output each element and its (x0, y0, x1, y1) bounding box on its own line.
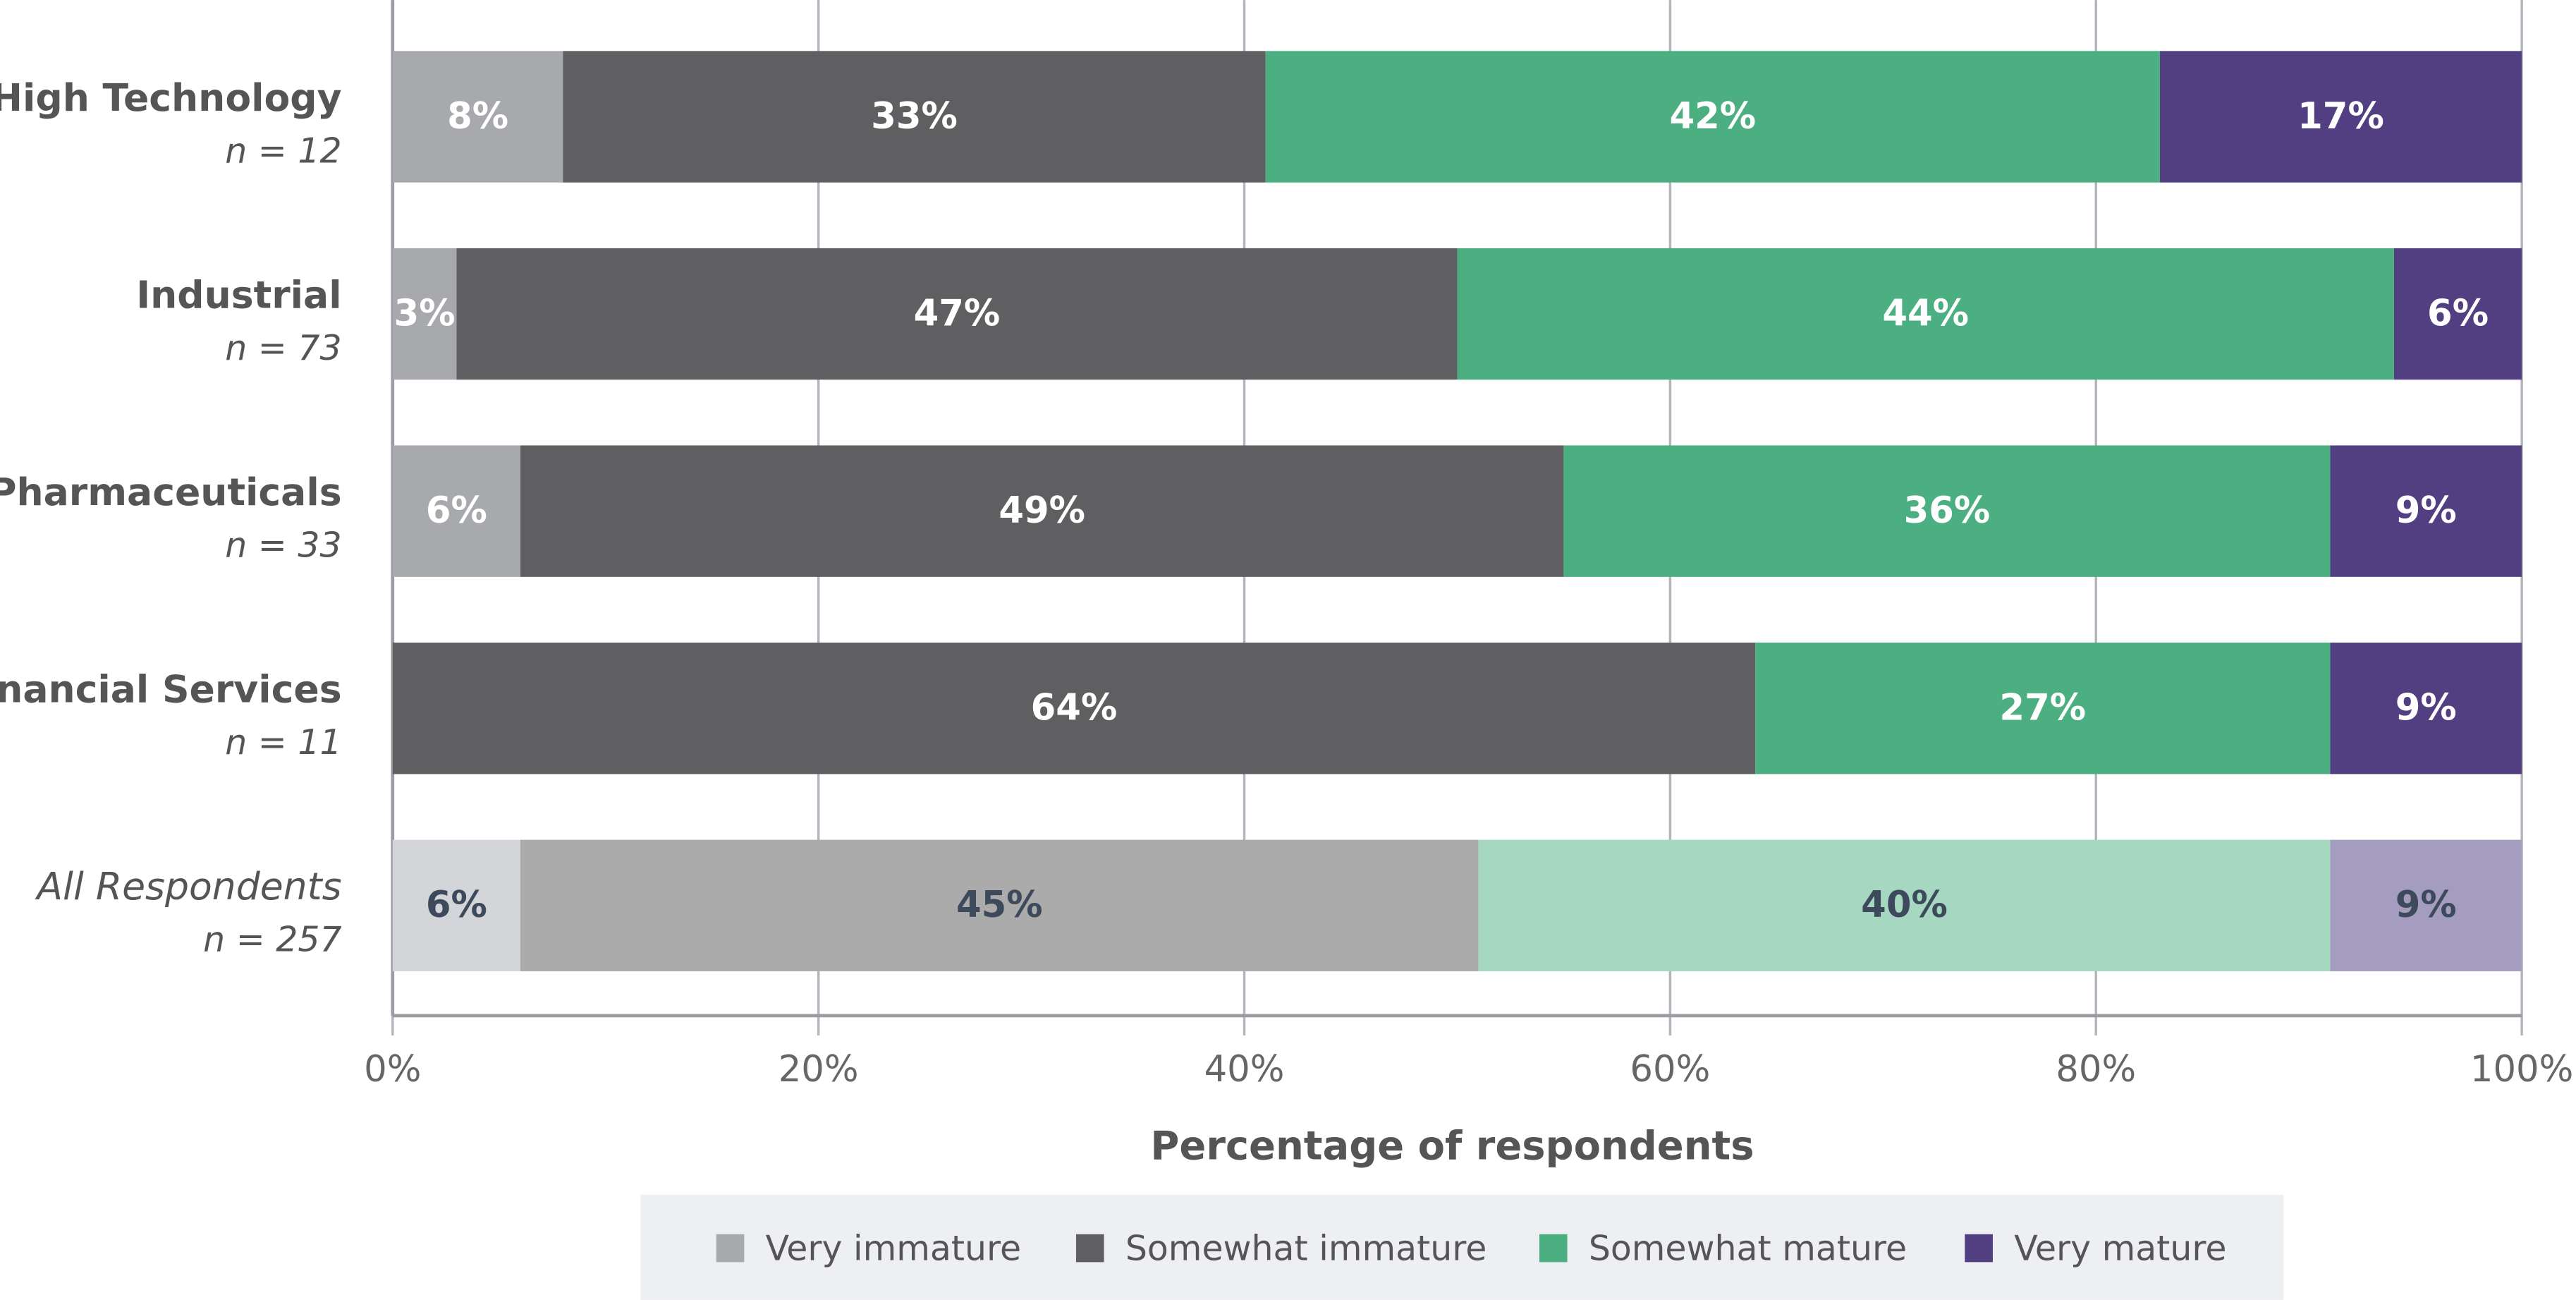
x-tick-label: 60% (1630, 1048, 1710, 1091)
bar-segment (2330, 643, 2522, 774)
data-label: 49% (999, 490, 1085, 532)
sample-size-label: n = 12 (225, 130, 341, 171)
x-axis-title: Percentage of respondents (1150, 1124, 1754, 1170)
bar-segment (2330, 839, 2522, 971)
x-tick-label: 0% (364, 1048, 421, 1091)
sample-size-label: n = 257 (203, 920, 341, 960)
bar-segment (2393, 248, 2522, 380)
data-label: 45% (956, 884, 1043, 926)
bar-segment (1755, 643, 2331, 774)
bar-segment (456, 248, 1458, 380)
bar-segment (2159, 51, 2522, 183)
bar-segment (1478, 839, 2331, 971)
bar-segment (392, 839, 520, 971)
data-label: 42% (1669, 95, 1756, 138)
bar-segment (392, 248, 457, 380)
data-label: 64% (1031, 687, 1118, 729)
x-tick-label: 40% (1204, 1048, 1285, 1091)
bar-segment (2330, 445, 2522, 577)
legend-swatch (1539, 1234, 1568, 1263)
bar-segment (1265, 51, 2160, 183)
category-label: High Technology (0, 75, 342, 120)
legend-swatch (1965, 1234, 1993, 1263)
legend-label: Very mature (2014, 1229, 2226, 1269)
legend-swatch (1075, 1234, 1104, 1263)
legend-box (640, 1194, 2284, 1300)
bar-segment (520, 445, 1564, 577)
legend-label: Very immature (766, 1229, 1021, 1269)
data-label: 9% (2395, 884, 2457, 926)
bar-segment (1563, 445, 2331, 577)
data-label: 6% (2427, 292, 2489, 334)
category-label: All Respondents (35, 864, 341, 909)
data-label: 6% (426, 884, 487, 926)
legend-label: Somewhat immature (1125, 1229, 1487, 1269)
legend-label: Somewhat mature (1589, 1229, 1907, 1269)
data-label: 36% (1904, 490, 1991, 532)
sample-size-label: n = 33 (225, 525, 341, 565)
bar-segment (392, 51, 563, 183)
data-label: 27% (1999, 687, 2086, 729)
category-label: Financial Services (0, 667, 342, 712)
legend-swatch (716, 1234, 745, 1263)
data-label: 17% (2297, 95, 2384, 138)
data-label: 8% (447, 95, 508, 138)
data-label: 9% (2395, 490, 2457, 532)
bar-segment (392, 445, 520, 577)
x-tick-label: 80% (2056, 1048, 2136, 1091)
x-tick-label: 100% (2470, 1048, 2574, 1091)
data-label: 3% (394, 292, 456, 334)
data-label: 40% (1861, 884, 1948, 926)
data-label: 47% (914, 292, 1001, 334)
category-label: Pharmaceuticals (0, 470, 342, 514)
sample-size-label: n = 11 (225, 722, 341, 763)
bar-segment (563, 51, 1266, 183)
bar-segment (392, 643, 1756, 774)
data-label: 9% (2395, 687, 2457, 729)
category-label: Industrial (136, 272, 341, 317)
data-label: 44% (1882, 292, 1969, 334)
sample-size-label: n = 73 (225, 328, 341, 368)
data-label: 6% (426, 490, 487, 532)
bar-segment (1457, 248, 2394, 380)
bar-segment (520, 839, 1479, 971)
x-tick-label: 20% (779, 1048, 859, 1091)
data-label: 33% (871, 95, 958, 138)
